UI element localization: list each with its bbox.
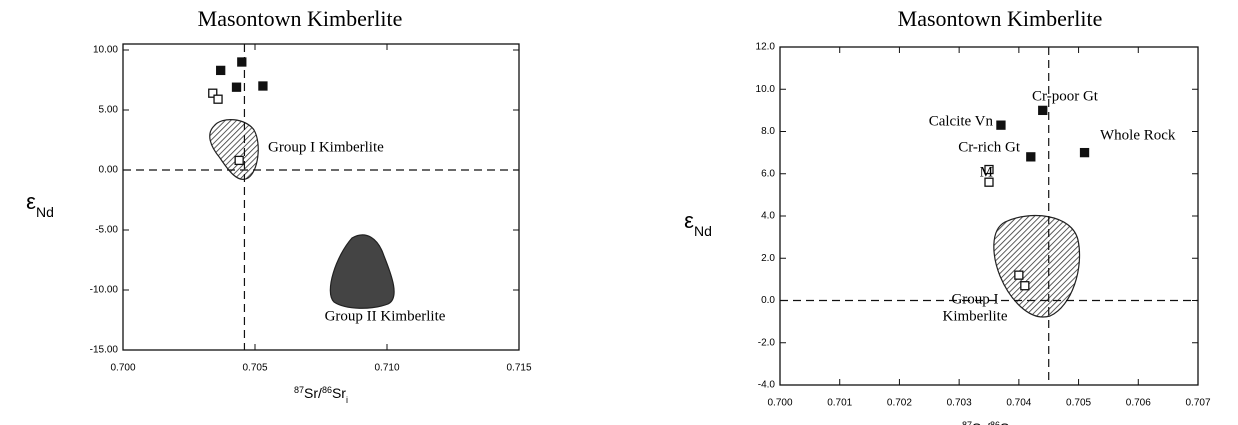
chart-title: Masontown Kimberlite <box>198 6 403 31</box>
annotation: Whole Rock <box>1100 127 1176 143</box>
x-tick-label: 0.701 <box>827 398 852 409</box>
x-axis-label-part: 87 <box>962 420 972 425</box>
annotation: Kimberlite <box>943 308 1008 324</box>
x-axis-label: 87Sr/86Sri <box>962 420 1016 425</box>
x-tick-label: 0.710 <box>374 363 399 374</box>
data-point <box>1038 105 1048 116</box>
annotation: Group I Kimberlite <box>268 139 384 155</box>
annotation: Cr-rich Gt <box>958 139 1021 155</box>
y-tick-label: -15.00 <box>90 345 119 356</box>
y-axis-label-part: Nd <box>694 223 712 239</box>
data-point <box>231 82 242 92</box>
x-tick-label: 0.706 <box>1126 398 1151 409</box>
x-axis-label-part: Sr/ <box>304 385 322 401</box>
y-tick-label: 10.0 <box>756 84 776 95</box>
y-tick-label: 0.0 <box>761 295 775 306</box>
y-tick-label: 8.0 <box>761 126 775 137</box>
data-point <box>213 94 223 104</box>
x-tick-label: 0.704 <box>1006 398 1031 409</box>
y-tick-label: -4.0 <box>758 380 776 391</box>
y-tick-label: 2.0 <box>761 253 775 264</box>
x-tick-label: 0.715 <box>506 363 531 374</box>
annotation: M <box>980 164 993 180</box>
x-tick-label: 0.705 <box>1066 398 1091 409</box>
data-point <box>1026 152 1036 162</box>
annotation: Group II Kimberlite <box>325 308 446 324</box>
y-axis-label: εNd <box>684 208 712 239</box>
y-tick-label: -10.00 <box>90 285 119 296</box>
x-axis-label-part: i <box>346 395 348 405</box>
data-point <box>1020 281 1030 291</box>
group-two-region <box>329 234 395 309</box>
y-axis-label-part: ε <box>684 208 694 233</box>
data-point <box>996 120 1006 130</box>
y-tick-label: 5.00 <box>99 105 119 116</box>
annotation: Group I <box>951 291 998 307</box>
data-point <box>237 57 247 67</box>
y-tick-label: 6.0 <box>761 168 775 179</box>
y-axis-label: εNd <box>26 189 54 220</box>
y-axis-label-part: Nd <box>36 204 54 220</box>
y-axis-label-part: ε <box>26 189 36 214</box>
data-point <box>1014 270 1024 280</box>
data-point <box>258 81 268 91</box>
x-tick-label: 0.702 <box>887 398 912 409</box>
y-tick-label: 4.0 <box>761 211 775 222</box>
chart-title: Masontown Kimberlite <box>898 6 1103 31</box>
x-axis-label: 87Sr/86Sri <box>294 385 348 405</box>
data-point <box>984 164 994 175</box>
x-axis-label-part: 86 <box>990 420 1000 425</box>
data-point <box>208 88 218 98</box>
x-axis-label-part: 86 <box>322 385 332 395</box>
group-one-region <box>993 215 1081 318</box>
y-tick-label: 0.00 <box>99 165 119 176</box>
annotation: Calcite Vn <box>929 113 994 129</box>
x-tick-label: 0.707 <box>1185 398 1210 409</box>
y-tick-label: 10.00 <box>93 45 118 56</box>
x-axis-label-part: 87 <box>294 385 304 395</box>
x-tick-label: 0.705 <box>242 363 267 374</box>
x-axis-label-part: Sr <box>332 385 346 401</box>
y-tick-label: 12.0 <box>756 42 776 53</box>
y-tick-label: -5.00 <box>95 225 118 236</box>
y-tick-label: -2.0 <box>758 337 776 348</box>
annotation: Cr-poor Gt <box>1032 88 1099 104</box>
data-point <box>216 65 226 76</box>
data-point <box>984 177 994 187</box>
x-axis-label-part: Sr <box>1000 420 1014 425</box>
x-axis-label-part: Sr/ <box>972 420 990 425</box>
data-point <box>1079 147 1090 158</box>
plot-frame <box>779 46 1199 386</box>
plot-frame <box>122 43 520 351</box>
x-tick-label: 0.700 <box>767 398 792 409</box>
group-one-region <box>209 119 259 180</box>
x-tick-label: 0.703 <box>947 398 972 409</box>
data-point <box>234 155 244 166</box>
x-tick-label: 0.700 <box>110 363 135 374</box>
